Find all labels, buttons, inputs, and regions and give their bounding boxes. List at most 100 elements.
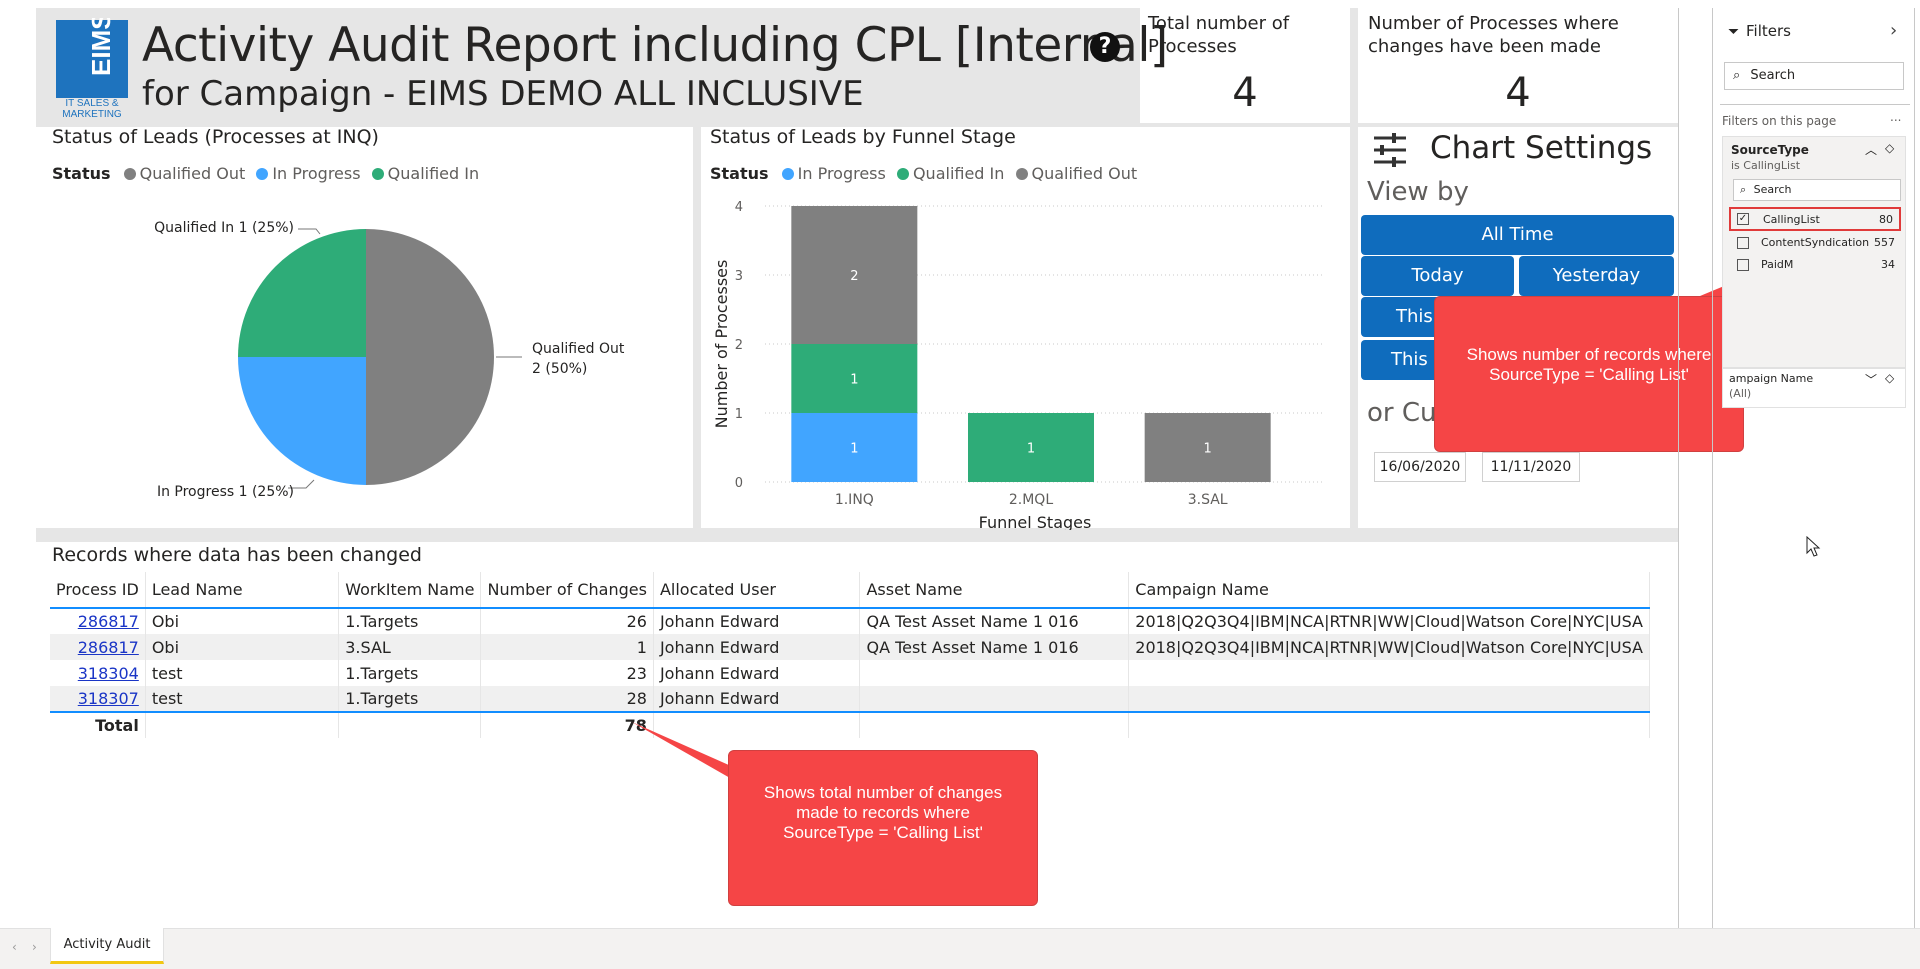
eraser-icon[interactable]: ◇: [1885, 141, 1895, 155]
bar-segment-in-progress[interactable]: [791, 413, 918, 482]
checkbox-icon[interactable]: [1737, 237, 1749, 249]
yesterday-button[interactable]: Yesterday: [1519, 256, 1674, 296]
pie-slice-qualified-out[interactable]: [366, 229, 494, 485]
svg-text:MARKETING: MARKETING: [62, 109, 122, 118]
pie-slice-in-progress[interactable]: [238, 357, 366, 485]
prev-page-icon[interactable]: ‹: [12, 940, 17, 954]
legend-item-qualified-in[interactable]: Qualified In: [371, 164, 479, 183]
date-from-input[interactable]: 16/06/2020: [1374, 452, 1466, 482]
legend-item-qualified-out[interactable]: Qualified Out: [123, 164, 245, 183]
column-header-workitem-name[interactable]: WorkItem Name: [338, 572, 482, 609]
next-page-icon[interactable]: ›: [32, 940, 37, 954]
process-id-cell[interactable]: 286817: [50, 608, 146, 634]
date-to-input[interactable]: 11/11/2020: [1482, 452, 1580, 482]
process-id-link[interactable]: 318307: [77, 689, 139, 708]
table-cell: [1128, 711, 1650, 738]
filter-item-count: 557: [1874, 236, 1895, 249]
pane-divider: [1712, 8, 1713, 928]
filter-card-title: ampaign Name: [1729, 372, 1814, 385]
all-time-button[interactable]: All Time: [1361, 215, 1674, 255]
search-icon: ⌕: [1733, 68, 1741, 83]
column-header-asset-name[interactable]: Asset Name: [859, 572, 1130, 609]
total-value: 78: [480, 711, 654, 738]
filter-item-count: 34: [1881, 258, 1895, 271]
help-icon[interactable]: ?: [1090, 32, 1120, 62]
eraser-icon[interactable]: ◇: [1885, 371, 1895, 385]
process-id-link[interactable]: 286817: [77, 637, 139, 657]
mouse-cursor-icon: [1806, 536, 1821, 557]
table-row: 286817 Obi 1.Targets 26 Johann Edward QA…: [50, 608, 1650, 634]
process-id-cell[interactable]: 286817: [50, 634, 146, 660]
y-tick-label: 2: [735, 338, 743, 353]
legend-item-in-progress[interactable]: In Progress: [781, 164, 886, 183]
table-cell: [859, 686, 1130, 712]
process-id-link[interactable]: 318304: [77, 663, 139, 683]
x-axis-title: Funnel Stages: [979, 513, 1092, 530]
settings-icon: [1372, 132, 1408, 172]
filter-item-contentsyndication[interactable]: ContentSyndication 557: [1729, 233, 1901, 253]
callout-record-count: Shows number of records where SourceType…: [1434, 296, 1744, 452]
table-cell: Johann Edward: [653, 686, 861, 712]
table-cell: [145, 711, 340, 738]
table-cell: 3.SAL: [338, 634, 482, 660]
legend-item-in-progress[interactable]: In Progress: [256, 164, 361, 183]
divider: [1350, 123, 1358, 531]
table-cell: Johann Edward: [653, 660, 861, 686]
chevron-up-icon[interactable]: ︿: [1865, 143, 1878, 157]
legend-label: In Progress: [272, 164, 361, 183]
divider: [1720, 104, 1910, 105]
report-subtitle: for Campaign - EIMS DEMO ALL INCLUSIVE: [142, 74, 864, 114]
column-header-allocated-user[interactable]: Allocated User: [653, 572, 861, 609]
card-total-processes: Total number of Processes 4: [1140, 8, 1350, 123]
checkbox-icon[interactable]: [1737, 259, 1749, 271]
x-tick-label: 3.SAL: [1188, 492, 1228, 508]
table-row: 286817 Obi 3.SAL 1 Johann Edward QA Test…: [50, 634, 1650, 660]
filter-item-label: CallingList: [1763, 213, 1820, 226]
process-id-cell[interactable]: 318307: [50, 686, 146, 712]
card-changed-processes-value: 4: [1505, 70, 1531, 116]
bar-segment-qualified-out[interactable]: [1144, 413, 1271, 482]
pie-slice-qualified-in[interactable]: [238, 229, 366, 357]
today-button[interactable]: Today: [1361, 256, 1514, 296]
pie-leader-line: [288, 479, 315, 489]
table-cell: [1128, 686, 1650, 712]
filters-search-input[interactable]: ⌕ Search: [1724, 62, 1904, 90]
legend-item-qualified-in[interactable]: Qualified In: [896, 164, 1004, 183]
search-icon: ⌕: [1740, 183, 1747, 196]
bar-segment-qualified-out[interactable]: [791, 206, 918, 344]
table-cell: 1: [480, 634, 654, 660]
filter-item-paid[interactable]: PaidM 34: [1729, 255, 1901, 275]
table-cell: 2018|Q2Q3Q4|IBM|NCA|RTNR|WW|Cloud|Watson…: [1128, 608, 1650, 634]
bar-data-label: 2: [850, 269, 858, 284]
legend-label: In Progress: [797, 164, 886, 183]
more-options-icon[interactable]: ...: [1890, 110, 1902, 124]
process-id-cell[interactable]: 318304: [50, 660, 146, 686]
legend-item-qualified-out[interactable]: Qualified Out: [1015, 164, 1137, 183]
bar-data-label: 1: [850, 442, 858, 457]
pane-divider: [1678, 8, 1679, 928]
bar-segment-qualified-in[interactable]: [791, 344, 918, 413]
chevron-down-icon[interactable]: ﹀: [1865, 373, 1878, 387]
table-cell: 23: [480, 660, 654, 686]
filter-item-label: ContentSyndication: [1761, 236, 1870, 249]
card-changed-processes-label: Number of Processes where changes have b…: [1368, 13, 1619, 57]
table-cell: 1.Targets: [338, 686, 482, 712]
filter-item-count: 80: [1879, 213, 1893, 226]
filter-card-subtitle: is CallingList: [1731, 159, 1801, 172]
eims-logo: EIMS IT SALES & MARKETING: [52, 12, 130, 120]
tab-activity-audit[interactable]: Activity Audit: [50, 928, 164, 964]
table-cell: 2018|Q2Q3Q4|IBM|NCA|RTNR|WW|Cloud|Watson…: [1128, 634, 1650, 660]
column-header-number-of-changes[interactable]: Number of Changes: [480, 572, 654, 609]
process-id-link[interactable]: 286817: [77, 612, 139, 631]
checkbox-checked-icon[interactable]: ✓: [1737, 213, 1749, 225]
total-label: Total: [50, 711, 146, 738]
collapse-filters-icon[interactable]: ›: [1890, 20, 1898, 41]
table-header-row: Process ID Lead Name WorkItem Name Numbe…: [50, 572, 1650, 609]
filter-item-callinglist[interactable]: ✓ CallingList 80: [1729, 207, 1901, 231]
column-header-lead-name[interactable]: Lead Name: [145, 572, 340, 609]
column-header-campaign-name[interactable]: Campaign Name: [1128, 572, 1650, 609]
filter-card-search-input[interactable]: ⌕ Search: [1733, 179, 1901, 201]
column-header-process-id[interactable]: Process ID: [50, 572, 146, 609]
filter-card-title: SourceType: [1731, 143, 1809, 157]
bar-segment-qualified-in[interactable]: [968, 413, 1094, 482]
